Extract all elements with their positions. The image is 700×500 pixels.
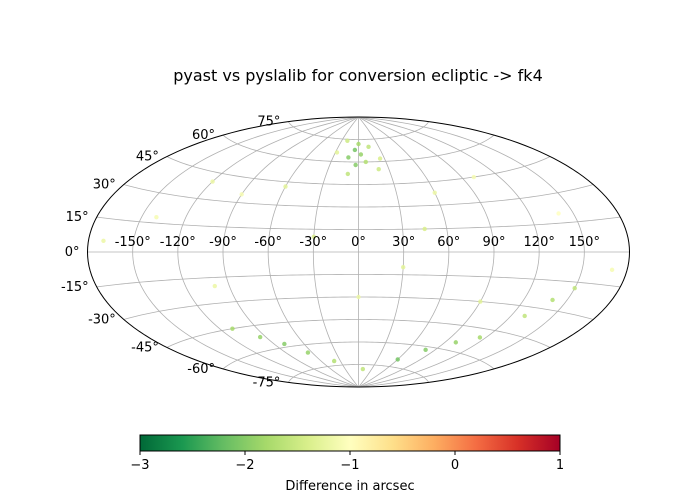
colorbar-tick-label: 1 xyxy=(556,458,564,473)
grid-meridian xyxy=(177,116,359,388)
data-point xyxy=(363,159,368,165)
latitude-tick-label: 45° xyxy=(136,150,159,165)
data-point xyxy=(356,294,361,300)
grid-meridian xyxy=(358,116,405,388)
colorbar-label: Difference in arcsec xyxy=(285,479,414,494)
data-point xyxy=(471,174,476,180)
map-outline xyxy=(86,116,631,388)
data-point xyxy=(556,211,561,216)
latitude-tick-label: 75° xyxy=(257,115,280,130)
plot-area: -150° -120° -90° -60° -30° 0° 30° 60° 90° 120° 150… xyxy=(61,115,631,391)
chart-title: pyast vs pyslalib for conversion eclipti… xyxy=(173,66,543,85)
data-point xyxy=(283,184,288,189)
data-point xyxy=(345,171,351,177)
data-point xyxy=(239,192,244,197)
data-point xyxy=(154,214,159,220)
data-point xyxy=(478,299,483,304)
latitude-tick-label: 0° xyxy=(65,245,80,260)
data-point xyxy=(377,156,383,161)
data-point xyxy=(334,150,340,155)
longitude-tick-label: -30° xyxy=(299,235,327,250)
data-point xyxy=(230,326,235,331)
latitude-tick-label: 60° xyxy=(192,128,215,143)
data-point xyxy=(257,334,263,340)
longitude-tick-label: -150° xyxy=(115,235,151,250)
data-point xyxy=(422,226,427,232)
grid-meridian xyxy=(132,116,359,388)
data-point xyxy=(395,357,400,362)
data-points xyxy=(101,138,615,372)
colorbar-tick-label: −1 xyxy=(340,458,359,473)
graticule-grid xyxy=(87,116,630,388)
latitude-tick-labels: -75° -60° -45° -30° -15° 0° 15° 30° 45° 60° 75° xyxy=(61,115,280,391)
data-point xyxy=(356,141,361,147)
latitude-tick-label: -15° xyxy=(61,280,89,295)
longitude-tick-label: 0° xyxy=(351,235,366,250)
colorbar: −3 −2 −1 0 1 Difference in arcsec xyxy=(130,434,564,494)
data-point xyxy=(352,147,358,153)
data-point xyxy=(401,264,406,270)
data-point xyxy=(609,267,615,273)
data-point xyxy=(346,155,351,160)
data-point xyxy=(331,358,337,364)
data-point xyxy=(212,283,217,289)
longitude-tick-label: 90° xyxy=(482,235,505,250)
longitude-tick-label: -120° xyxy=(160,235,196,250)
data-point xyxy=(360,366,366,372)
latitude-tick-label: -45° xyxy=(131,341,159,356)
data-point xyxy=(432,190,437,195)
longitude-tick-labels: -150° -120° -90° -60° -30° 0° 30° 60° 90° 120° 150… xyxy=(115,235,600,250)
grid-meridian xyxy=(358,116,540,388)
data-point xyxy=(550,297,555,303)
data-point xyxy=(423,347,428,353)
grid-meridian xyxy=(267,116,359,388)
data-point xyxy=(572,286,577,291)
grid-meridian xyxy=(312,116,359,388)
grid-meridian xyxy=(358,116,585,388)
longitude-tick-label: 150° xyxy=(569,235,600,250)
data-point xyxy=(477,335,483,340)
longitude-tick-label: -60° xyxy=(254,235,282,250)
latitude-tick-label: -30° xyxy=(88,313,116,328)
longitude-tick-label: 120° xyxy=(524,235,555,250)
data-point xyxy=(345,138,350,143)
data-point xyxy=(353,162,358,168)
data-point xyxy=(311,234,316,240)
longitude-tick-label: 60° xyxy=(437,235,460,250)
data-point xyxy=(210,179,215,184)
colorbar-tick-label: 0 xyxy=(451,458,459,473)
grid-meridian xyxy=(358,116,495,388)
colorbar-tick-label: −2 xyxy=(235,458,254,473)
data-point xyxy=(101,238,106,244)
latitude-tick-label: -75° xyxy=(253,375,281,390)
latitude-tick-label: 30° xyxy=(93,178,116,193)
grid-meridian xyxy=(222,116,359,388)
data-point xyxy=(282,341,287,347)
data-point xyxy=(358,152,364,157)
data-point xyxy=(305,350,311,355)
data-point xyxy=(522,313,527,319)
data-point xyxy=(376,167,381,172)
latitude-tick-label: -60° xyxy=(187,362,215,377)
data-point xyxy=(366,144,371,150)
data-point xyxy=(453,340,458,345)
longitude-tick-label: 30° xyxy=(392,235,415,250)
latitude-tick-label: 15° xyxy=(66,210,89,225)
colorbar-gradient xyxy=(139,434,561,452)
grid-meridian xyxy=(358,116,450,388)
colorbar-tick-label: −3 xyxy=(130,458,149,473)
colorbar-ticks: −3 −2 −1 0 1 xyxy=(130,451,564,473)
longitude-tick-label: -90° xyxy=(209,235,237,250)
